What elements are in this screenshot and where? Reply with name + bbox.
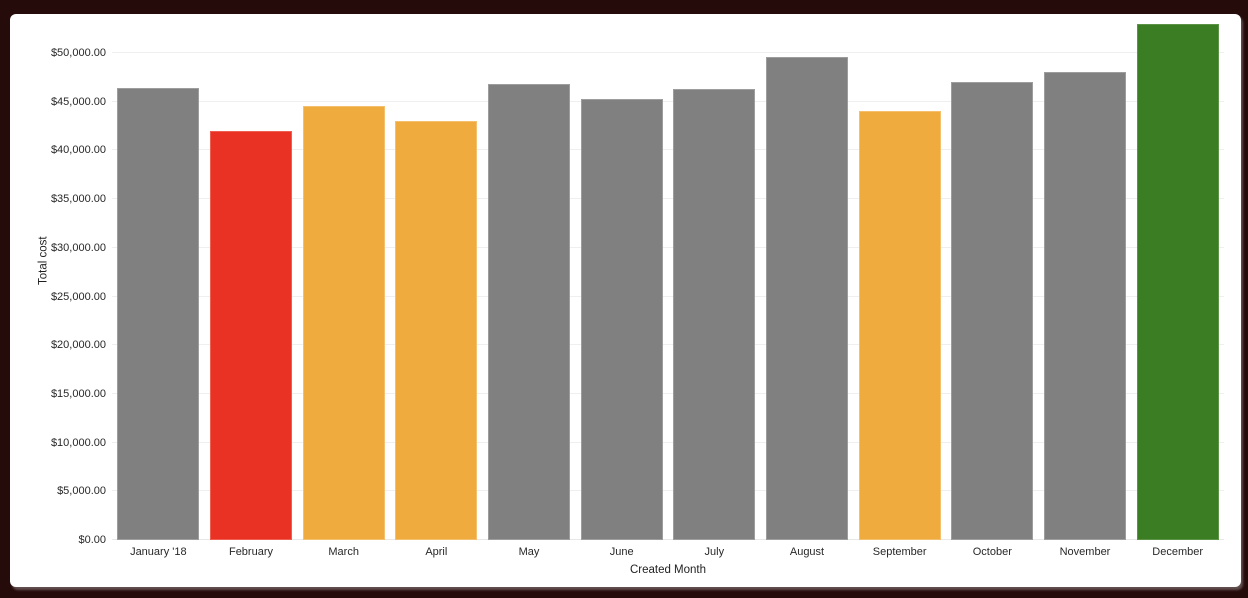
y-tick-label: $15,000.00 xyxy=(50,387,106,400)
gridline xyxy=(112,490,1224,492)
bar-march[interactable] xyxy=(302,105,385,540)
x-tick-label: July xyxy=(704,546,725,558)
gridline xyxy=(112,441,1224,443)
bar-july[interactable] xyxy=(673,88,756,540)
x-tick-label: May xyxy=(518,546,540,558)
plot-area xyxy=(112,19,1224,540)
gridline xyxy=(112,392,1224,394)
bar-slot xyxy=(1039,19,1132,540)
x-tick-label: August xyxy=(789,546,825,558)
x-tick-label: December xyxy=(1152,546,1204,558)
bar-slot xyxy=(853,19,946,540)
y-tick-label: $10,000.00 xyxy=(50,436,106,449)
bar-slot xyxy=(1131,19,1224,540)
gridline xyxy=(112,295,1224,297)
bar-april[interactable] xyxy=(395,120,478,540)
gridline xyxy=(112,100,1224,102)
x-tick-label: September xyxy=(872,546,927,558)
gridline xyxy=(112,149,1224,151)
x-tick-label: February xyxy=(228,546,273,558)
bar-september[interactable] xyxy=(858,110,941,540)
y-tick-label: $35,000.00 xyxy=(50,193,106,206)
x-tick-label: March xyxy=(328,546,359,558)
gridline xyxy=(112,198,1224,200)
bar-slot xyxy=(483,19,576,540)
bar-slot xyxy=(668,19,761,540)
bar-january-18[interactable] xyxy=(117,87,200,540)
chart-card: Total cost January '18 February March April… xyxy=(10,14,1241,587)
bar-slot xyxy=(390,19,483,540)
bar-june[interactable] xyxy=(580,99,663,540)
bar-november[interactable] xyxy=(1043,72,1126,540)
bar-december[interactable] xyxy=(1136,24,1219,540)
gridline xyxy=(112,539,1224,540)
y-tick-label: $50,000.00 xyxy=(50,47,106,60)
x-tick-label: November xyxy=(1059,546,1111,558)
x-tick-label: June xyxy=(609,546,634,558)
bar-slot xyxy=(575,19,668,540)
x-tick-label: January '18 xyxy=(130,546,187,558)
x-tick-label: October xyxy=(972,546,1012,558)
bar-slot xyxy=(205,19,298,540)
y-tick-label: $5,000.00 xyxy=(57,485,106,498)
x-axis-labels: January '18 February March April May June July… xyxy=(112,546,1224,560)
y-tick-label: $20,000.00 xyxy=(50,339,106,352)
x-axis-title: Created Month xyxy=(629,564,707,576)
bar-slot xyxy=(946,19,1039,540)
y-tick-label: $0.00 xyxy=(78,534,106,546)
y-tick-label: $40,000.00 xyxy=(50,144,106,157)
y-tick-label: $25,000.00 xyxy=(50,290,106,303)
bar-february[interactable] xyxy=(209,131,292,540)
bar-slot xyxy=(297,19,390,540)
gridline xyxy=(112,246,1224,248)
y-tick-label: $30,000.00 xyxy=(50,241,106,254)
bar-may[interactable] xyxy=(487,83,570,540)
x-tick-label: April xyxy=(425,546,448,558)
gridline xyxy=(112,344,1224,346)
bar-slot xyxy=(112,19,205,540)
bar-october[interactable] xyxy=(951,82,1034,540)
gridline xyxy=(112,52,1224,54)
bar-august[interactable] xyxy=(765,56,848,540)
bar-slot xyxy=(761,19,854,540)
y-tick-label: $45,000.00 xyxy=(50,95,106,108)
